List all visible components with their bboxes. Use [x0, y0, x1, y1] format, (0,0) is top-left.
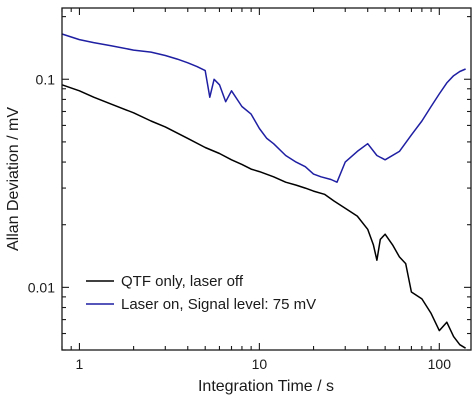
x-axis-title: Integration Time / s [198, 378, 334, 395]
x-tick-label: 1 [76, 356, 84, 372]
axis-layer: 1 10 100 0.01 0.1 [28, 8, 471, 372]
y-tick-label: 0.1 [36, 71, 56, 87]
x-tick-label: 10 [252, 356, 268, 372]
x-tick-label: 100 [428, 356, 452, 372]
y-tick-label: 0.01 [28, 279, 55, 295]
plot-frame [61, 7, 472, 351]
legend: QTF only, laser off Laser on, Signal lev… [86, 273, 316, 313]
series-line-1 [61, 33, 466, 183]
legend-label-qtf-only: QTF only, laser off [121, 273, 244, 290]
series-line-0 [61, 84, 466, 349]
legend-label-laser-on: Laser on, Signal level: 75 mV [121, 296, 316, 313]
y-axis-title: Allan Deviation / mV [5, 107, 22, 251]
series-layer [61, 33, 466, 349]
